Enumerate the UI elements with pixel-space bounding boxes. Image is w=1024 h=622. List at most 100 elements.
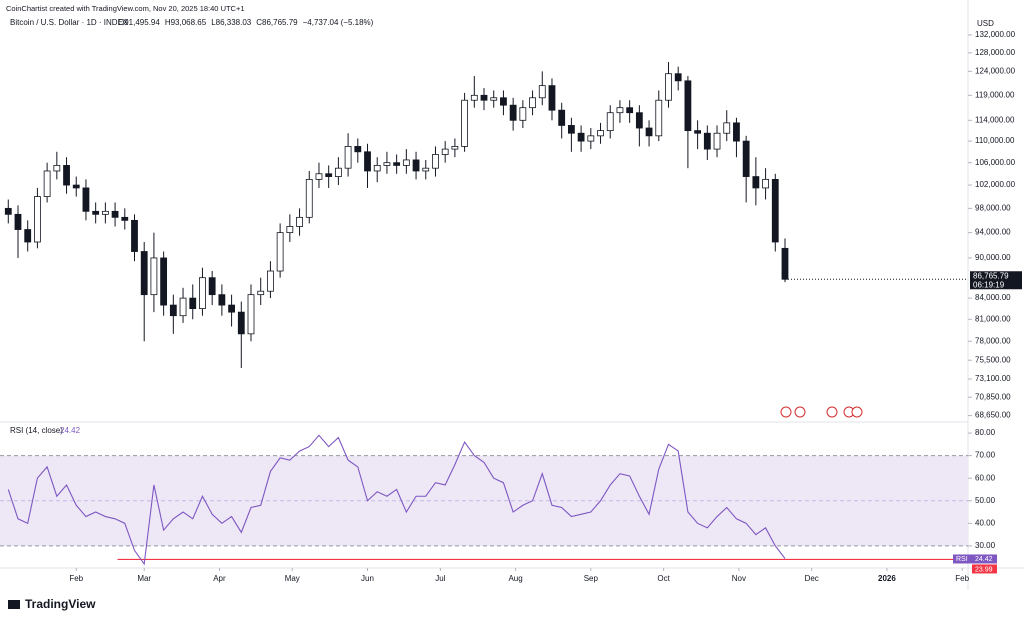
candle-body: [247, 294, 255, 335]
candle-body: [762, 178, 769, 189]
ohlc-value: −4,737.04 (−5.18%): [303, 18, 374, 27]
candle-body: [228, 304, 235, 313]
candle-body: [189, 297, 197, 310]
candle-body: [14, 213, 22, 230]
candle-body: [655, 99, 663, 137]
rsi-legend-value: 24.42: [60, 426, 81, 435]
candle-body: [606, 112, 614, 132]
candle-body: [325, 173, 333, 177]
candle-body: [43, 170, 51, 197]
candle-body: [4, 207, 12, 215]
hline-tag: [972, 564, 997, 574]
event-icon[interactable]: [794, 406, 806, 418]
y-tick-label: 75,500.00: [975, 355, 1011, 364]
symbol-title: Bitcoin / U.S. Dollar · 1D · INDEX: [10, 18, 129, 27]
candle-body: [422, 167, 430, 172]
rsi-tag: [953, 554, 997, 564]
currency: USD: [977, 19, 994, 28]
y-tick-label: 90,000.00: [975, 253, 1011, 262]
y-tick-label: 84,000.00: [975, 293, 1011, 302]
y-tick-label: 98,000.00: [975, 203, 1011, 212]
y-tick-label: 102,000.00: [975, 180, 1016, 189]
candle-body: [461, 99, 468, 147]
candle-body: [199, 277, 206, 310]
y-tick-label: 128,000.00: [975, 48, 1016, 57]
candle-body: [276, 232, 284, 272]
candle-body: [771, 178, 779, 243]
candle-body: [344, 146, 352, 169]
candle-body: [111, 210, 119, 218]
event-icon[interactable]: [826, 406, 838, 418]
y-tick-label: 73,100.00: [975, 374, 1011, 383]
candle-body: [160, 257, 168, 306]
event-icon[interactable]: [780, 406, 792, 418]
last-price-tag: [970, 271, 1022, 290]
candle-body: [393, 162, 401, 166]
candle-body: [412, 159, 420, 172]
y-tick-label: 132,000.00: [975, 30, 1016, 39]
candle-body: [548, 85, 556, 111]
candle-body: [150, 257, 158, 296]
candle-body: [237, 311, 245, 335]
logo-text: TradingView: [25, 597, 96, 611]
candle-body: [24, 229, 32, 243]
candle-body: [373, 165, 381, 172]
last-price-label: 86,765.79: [973, 271, 1009, 280]
y-tick-label: 124,000.00: [975, 66, 1016, 75]
logo: TradingView: [8, 597, 96, 611]
x-tick-label: Dec: [805, 574, 819, 583]
x-tick-label: Feb: [69, 574, 83, 583]
x-tick-label: Jul: [435, 574, 445, 583]
y-tick-label: 70.00: [975, 451, 996, 460]
y-tick-label: 30.00: [975, 541, 996, 550]
countdown: 06:19:19: [973, 280, 1005, 289]
x-tick-label: Mar: [137, 574, 151, 583]
candle-body: [490, 97, 498, 101]
candle-body: [635, 112, 643, 129]
candle-body: [334, 167, 342, 177]
candle-body: [674, 73, 682, 82]
candle-body: [257, 290, 265, 296]
x-tick-label: Nov: [732, 574, 746, 583]
candle-body: [626, 107, 634, 114]
x-tick-label: 2026: [878, 574, 896, 583]
ohlc-value: H93,068.65: [165, 18, 207, 27]
x-tick-label: Jun: [361, 574, 374, 583]
y-tick-label: 60.00: [975, 473, 996, 482]
candle-body: [441, 148, 449, 155]
candle-body: [131, 219, 138, 252]
x-tick-label: May: [285, 574, 300, 583]
candle-body: [296, 216, 303, 227]
y-tick-label: 68,650.00: [975, 411, 1011, 420]
y-tick-label: 78,000.00: [975, 336, 1011, 345]
candle-body: [713, 132, 721, 150]
candle-body: [267, 270, 274, 292]
credit: CoinChartist created with TradingView.co…: [6, 4, 245, 13]
x-tick-label: Feb: [955, 574, 969, 583]
y-tick-label: 110,000.00: [975, 136, 1015, 145]
x-tick-label: Apr: [213, 574, 226, 583]
candle-body: [781, 247, 789, 280]
candle-body: [82, 187, 90, 212]
candle-body: [92, 210, 100, 215]
y-tick-label: 80.00: [975, 428, 996, 437]
candle-body: [354, 146, 362, 153]
candle-body: [723, 122, 731, 134]
candle-body: [179, 297, 187, 317]
candle-body: [121, 216, 129, 221]
candle-body: [733, 122, 740, 142]
candle-body: [616, 107, 624, 114]
y-tick-label: 81,000.00: [975, 314, 1011, 323]
y-tick-label: 94,000.00: [975, 228, 1011, 237]
candle-body: [383, 162, 391, 166]
candle-body: [509, 104, 517, 121]
candle-body: [169, 304, 177, 317]
candle-body: [101, 210, 109, 215]
candle-body: [665, 73, 672, 101]
event-icon[interactable]: [851, 406, 863, 418]
candle-body: [305, 178, 313, 218]
y-tick-label: 114,000.00: [975, 115, 1015, 124]
candle-body: [742, 140, 750, 177]
rsi-title: RSI (14, close): [10, 426, 63, 435]
